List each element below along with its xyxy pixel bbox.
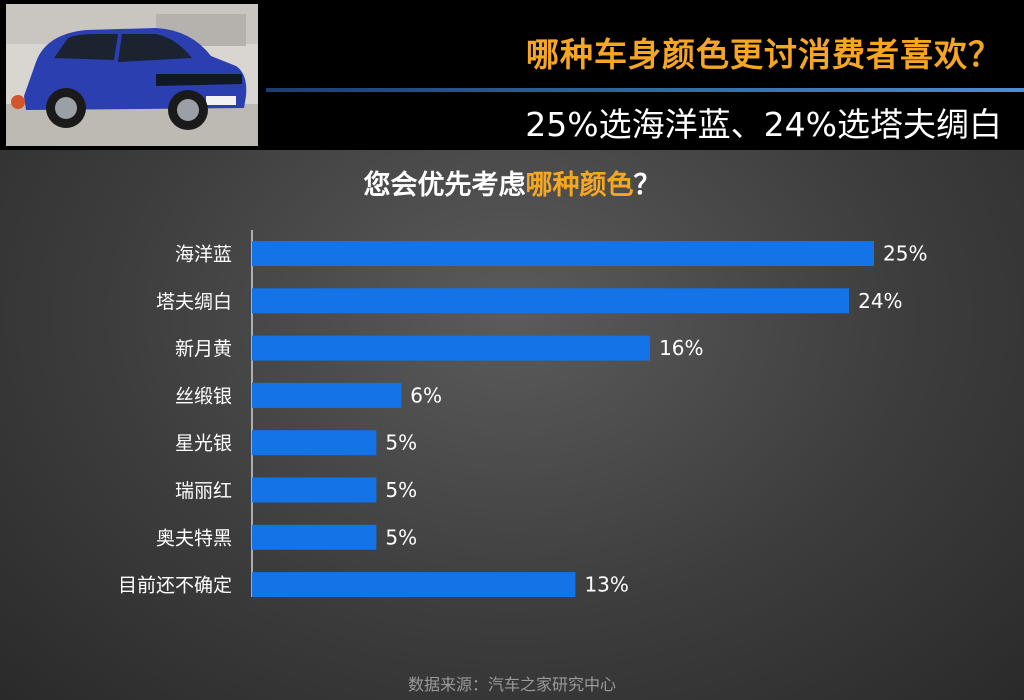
question-highlight: 哪种颜色	[525, 170, 634, 201]
header-subtitle: 25%选海洋蓝、24%选塔夫绸白	[525, 105, 1002, 144]
value-label-7: 13%	[584, 573, 628, 597]
car-photo	[6, 4, 258, 146]
category-label-3: 丝缎银	[175, 385, 232, 407]
category-label-4: 星光银	[175, 433, 232, 455]
question-prefix: 您会优先考虑	[363, 170, 526, 201]
source-note: 数据来源：汽车之家研究中心	[407, 675, 616, 694]
chart-question: 您会优先考虑哪种颜色？	[0, 163, 1024, 202]
bar-1	[252, 288, 850, 314]
header-divider	[266, 88, 1024, 92]
bar-0	[252, 241, 874, 266]
category-label-5: 瑞丽红	[175, 480, 232, 502]
value-label-1: 24%	[858, 289, 902, 313]
value-label-5: 5%	[385, 478, 417, 502]
bar-4	[252, 430, 377, 456]
value-label-3: 6%	[410, 383, 442, 407]
category-label-0: 海洋蓝	[175, 244, 232, 266]
category-label-6: 奥夫特黑	[156, 527, 232, 549]
bar-chart: 海洋蓝 25% 塔夫绸白 24% 新月黄 16% 丝缎银 6% 星光银 5% 瑞丽红 5% 奥夫特黑 5%…	[118, 230, 927, 598]
category-label-2: 新月黄	[175, 338, 232, 360]
question-suffix: ？	[633, 170, 661, 201]
value-label-6: 5%	[385, 525, 417, 549]
header-title: 哪种车身颜色更讨消费者喜欢？	[526, 35, 1002, 74]
car-illustration	[6, 4, 258, 146]
category-label-7: 目前还不确定	[118, 575, 232, 597]
bar-5	[252, 477, 377, 503]
bar-2	[252, 335, 651, 361]
value-label-0: 25%	[883, 242, 927, 266]
value-label-4: 5%	[385, 431, 417, 455]
header-banner: 哪种车身颜色更讨消费者喜欢？ 25%选海洋蓝、24%选塔夫绸白	[0, 0, 1024, 150]
bar-3	[252, 382, 402, 408]
value-label-2: 16%	[659, 336, 703, 360]
bar-7	[252, 572, 576, 598]
bar-6	[252, 524, 377, 550]
category-label-1: 塔夫绸白	[156, 291, 232, 313]
